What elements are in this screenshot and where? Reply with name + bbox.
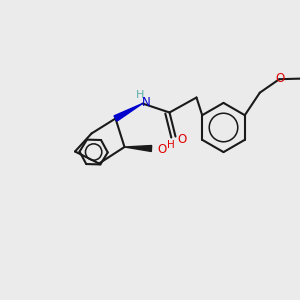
Polygon shape xyxy=(124,146,152,152)
Text: N: N xyxy=(142,95,151,109)
Text: O: O xyxy=(275,72,284,85)
Text: H: H xyxy=(167,140,174,150)
Text: H: H xyxy=(136,89,144,100)
Text: O: O xyxy=(178,133,187,146)
Text: O: O xyxy=(157,143,166,156)
Polygon shape xyxy=(114,103,142,121)
